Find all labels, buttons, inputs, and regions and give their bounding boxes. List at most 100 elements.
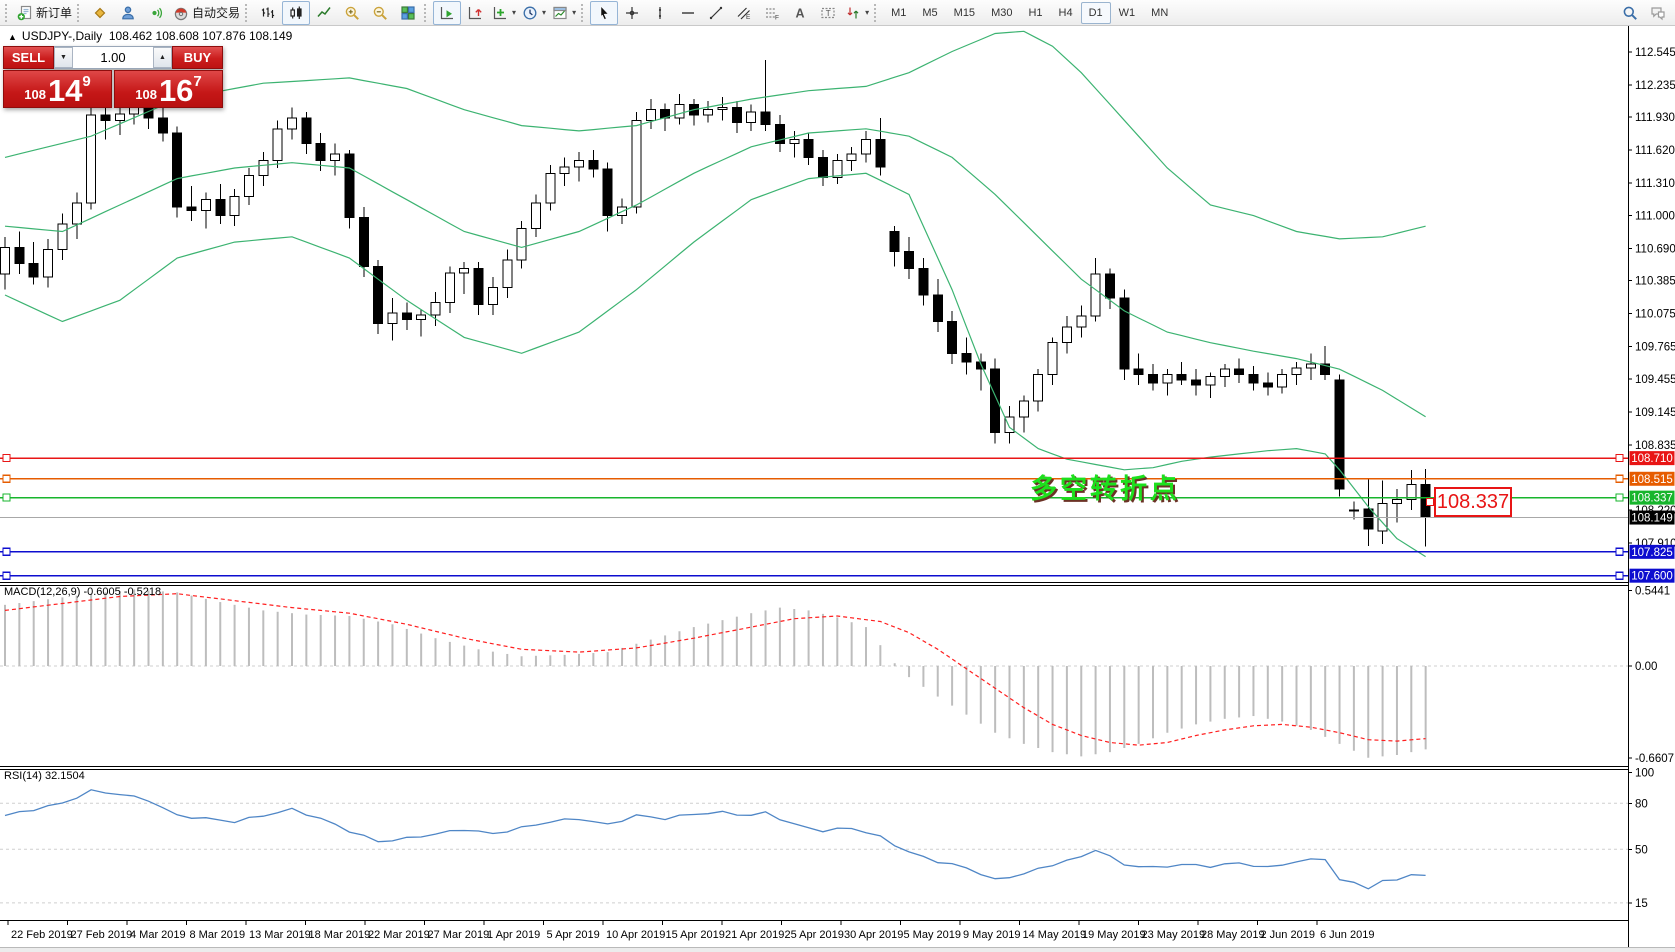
- candles-icon: [288, 5, 304, 21]
- buy-price-pip: 7: [193, 73, 202, 90]
- macd-panel: [4, 589, 1427, 758]
- buy-button[interactable]: BUY: [172, 46, 223, 69]
- search-button[interactable]: [1616, 1, 1644, 25]
- hline-handle[interactable]: [1615, 493, 1624, 502]
- timeframe-d1-button[interactable]: D1: [1080, 1, 1111, 24]
- search-icon: [1622, 5, 1638, 21]
- hline-handle[interactable]: [1615, 454, 1624, 463]
- chat-button[interactable]: [1644, 1, 1672, 25]
- auto-scroll-button[interactable]: [433, 0, 462, 25]
- chart-shift-button[interactable]: [461, 1, 489, 25]
- hline-107.825[interactable]: [0, 547, 1628, 556]
- zoom-out-button[interactable]: [366, 1, 394, 25]
- vline-icon: [652, 5, 668, 21]
- hline-handle[interactable]: [1615, 547, 1624, 556]
- candle-chart-button[interactable]: [282, 0, 311, 25]
- crosshair-button[interactable]: [618, 1, 646, 25]
- volume-increase-button[interactable]: ▲: [153, 47, 172, 68]
- toolbar-grip: [77, 3, 82, 22]
- hline-handle[interactable]: [2, 571, 11, 580]
- indicators-button[interactable]: ▾: [489, 1, 519, 25]
- dropdown-caret-icon[interactable]: ▾: [542, 8, 547, 17]
- hline-handle[interactable]: [2, 493, 11, 502]
- periods-button[interactable]: ▾: [519, 1, 549, 25]
- autoscroll-icon: [439, 5, 455, 21]
- timeframe-m5-button[interactable]: M5: [922, 6, 938, 19]
- svg-text:109.145: 109.145: [1635, 407, 1675, 419]
- hline-handle[interactable]: [1615, 571, 1624, 580]
- svg-text:110.075: 110.075: [1635, 309, 1675, 321]
- cursor-button[interactable]: [590, 0, 619, 25]
- svg-text:15: 15: [1635, 898, 1648, 910]
- svg-text:6 Jun 2019: 6 Jun 2019: [1320, 929, 1374, 941]
- zoom-out-icon: [372, 5, 388, 21]
- volume-decrease-button[interactable]: ▼: [54, 47, 73, 68]
- timeframe-m30-button[interactable]: M30: [991, 6, 1013, 19]
- svg-text:108.337: 108.337: [1631, 493, 1673, 505]
- macd-signal-line: [4, 593, 1426, 746]
- buy-price-display[interactable]: 108 16 7: [114, 70, 223, 108]
- zoom-in-icon: [344, 5, 360, 21]
- hline-108.337[interactable]: [0, 493, 1628, 502]
- volume-input[interactable]: [73, 47, 153, 68]
- svg-text:109.455: 109.455: [1635, 374, 1675, 386]
- price-axis[interactable]: 112.545 112.235 111.930 111.620 111.310 111.0…: [1628, 26, 1675, 947]
- templates-button[interactable]: ▾: [549, 1, 579, 25]
- text-button[interactable]: A: [786, 1, 814, 25]
- svg-text:107.825: 107.825: [1631, 547, 1673, 559]
- diamond-icon: [92, 5, 108, 21]
- svg-text:14 May 2019: 14 May 2019: [1023, 929, 1087, 941]
- horizontal-line-button[interactable]: [674, 1, 702, 25]
- hline-handle[interactable]: [1615, 474, 1624, 483]
- svg-text:50: 50: [1635, 844, 1648, 856]
- chart-area[interactable]: 112.545 112.235 111.930 111.620 111.310 111.0…: [0, 26, 1675, 952]
- vertical-line-button[interactable]: [646, 1, 674, 25]
- sell-price-display[interactable]: 108 14 9: [3, 70, 112, 108]
- chart-text-annotation[interactable]: 多空转折点: [1030, 474, 1180, 504]
- autotrading-button-label: 自动交易: [192, 6, 241, 20]
- autotrading-button[interactable]: 自动交易: [170, 1, 243, 25]
- hline-handle[interactable]: [2, 547, 11, 556]
- hline-108.515[interactable]: [0, 474, 1628, 483]
- channel-icon: E: [736, 5, 752, 21]
- trendline-button[interactable]: [702, 1, 730, 25]
- bar-chart-button[interactable]: [254, 1, 282, 25]
- timeframe-h4-button[interactable]: H4: [1058, 6, 1073, 19]
- tile-windows-button[interactable]: [394, 1, 422, 25]
- timeframe-h1-button[interactable]: H1: [1028, 6, 1043, 19]
- fibonacci-button[interactable]: F: [758, 1, 786, 25]
- dropdown-caret-icon[interactable]: ▾: [572, 8, 577, 17]
- line-chart-button[interactable]: [310, 1, 338, 25]
- price-chart-canvas[interactable]: 112.545 112.235 111.930 111.620 111.310 111.0…: [0, 26, 1675, 952]
- timeframe-m1-button[interactable]: M1: [891, 6, 907, 19]
- svg-text:109.765: 109.765: [1635, 341, 1675, 353]
- indicator-grid-lines: [0, 665, 1628, 904]
- channel-button[interactable]: E: [730, 1, 758, 25]
- metaeditor-button[interactable]: [86, 1, 114, 25]
- timeframe-mn-button[interactable]: MN: [1151, 6, 1169, 19]
- hline-handle[interactable]: [2, 474, 11, 483]
- dropdown-caret-icon[interactable]: ▾: [865, 8, 870, 17]
- crosshair-icon: [624, 5, 640, 21]
- community-button[interactable]: [114, 1, 142, 25]
- timeframe-m15-button[interactable]: M15: [953, 6, 976, 19]
- text-label-button[interactable]: T: [814, 1, 842, 25]
- hline-108.710[interactable]: [0, 454, 1628, 463]
- arrows-button[interactable]: ▾: [842, 1, 872, 25]
- hline-107.600[interactable]: [0, 571, 1628, 580]
- hline-handle[interactable]: [2, 454, 11, 463]
- sounds-button[interactable]: [142, 1, 170, 25]
- dropdown-caret-icon[interactable]: ▾: [512, 8, 517, 17]
- horizontal-line-objects[interactable]: [0, 454, 1628, 580]
- svg-text:28 May 2019: 28 May 2019: [1201, 929, 1265, 941]
- svg-text:111.620: 111.620: [1635, 145, 1675, 157]
- price-callout-label[interactable]: 108.337: [1426, 487, 1512, 517]
- svg-text:1 Apr 2019: 1 Apr 2019: [487, 929, 540, 941]
- timeframe-w1-button[interactable]: W1: [1118, 6, 1136, 19]
- new-order-button[interactable]: 新订单: [14, 1, 75, 25]
- sell-button[interactable]: SELL: [3, 46, 54, 69]
- zoom-in-button[interactable]: [338, 1, 366, 25]
- new-order-icon: [17, 5, 33, 21]
- svg-text:F: F: [775, 14, 779, 21]
